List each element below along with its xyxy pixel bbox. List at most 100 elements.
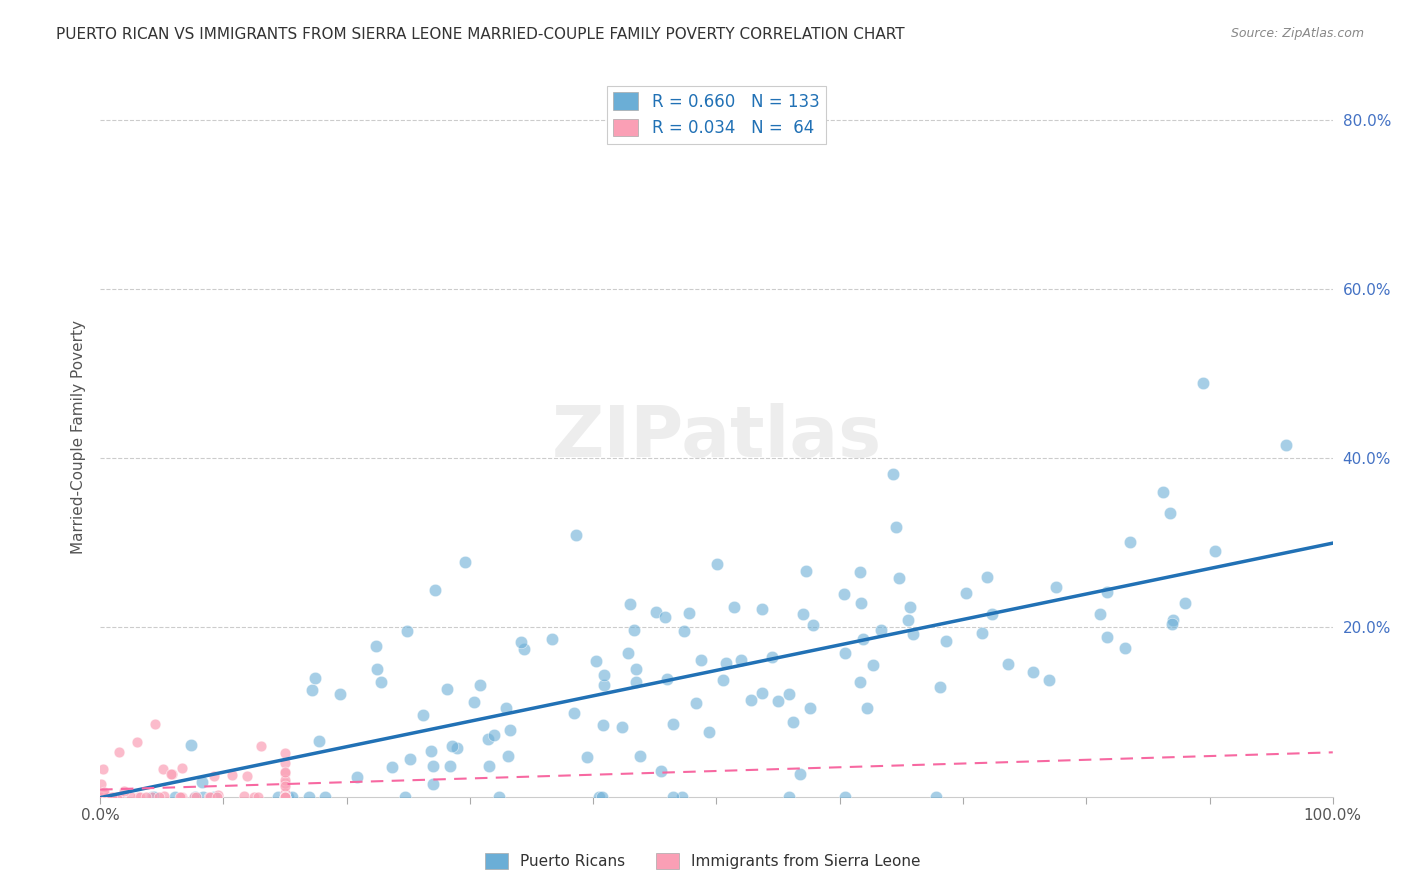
- Point: [235, 768, 257, 782]
- Point: [673, 624, 696, 639]
- Point: [619, 597, 641, 611]
- Point: [778, 789, 800, 804]
- Point: [751, 686, 773, 700]
- Point: [91, 789, 114, 804]
- Point: [495, 701, 517, 715]
- Point: [381, 760, 404, 774]
- Text: Source: ZipAtlas.com: Source: ZipAtlas.com: [1230, 27, 1364, 40]
- Point: [834, 789, 856, 804]
- Point: [478, 759, 501, 773]
- Point: [191, 774, 214, 789]
- Point: [207, 788, 229, 802]
- Point: [509, 635, 531, 649]
- Point: [799, 701, 821, 715]
- Point: [862, 658, 884, 673]
- Point: [851, 596, 873, 610]
- Point: [152, 789, 174, 803]
- Point: [654, 610, 676, 624]
- Point: [172, 761, 194, 775]
- Point: [706, 557, 728, 571]
- Point: [690, 653, 713, 667]
- Point: [160, 767, 183, 781]
- Point: [1045, 580, 1067, 594]
- Text: ZIPatlas: ZIPatlas: [551, 402, 882, 472]
- Point: [96, 789, 118, 804]
- Point: [107, 745, 129, 759]
- Point: [463, 695, 485, 709]
- Point: [274, 789, 297, 803]
- Point: [897, 614, 920, 628]
- Point: [160, 767, 183, 781]
- Point: [468, 678, 491, 692]
- Point: [89, 789, 111, 804]
- Point: [630, 749, 652, 764]
- Point: [997, 657, 1019, 671]
- Legend: Puerto Ricans, Immigrants from Sierra Leone: Puerto Ricans, Immigrants from Sierra Le…: [479, 847, 927, 875]
- Point: [202, 789, 225, 804]
- Point: [274, 756, 297, 770]
- Point: [711, 673, 734, 687]
- Point: [1114, 640, 1136, 655]
- Point: [180, 738, 202, 752]
- Point: [329, 687, 352, 701]
- Point: [482, 728, 505, 742]
- Point: [1038, 673, 1060, 688]
- Point: [792, 607, 814, 621]
- Point: [834, 646, 856, 660]
- Point: [901, 627, 924, 641]
- Point: [90, 789, 112, 804]
- Point: [399, 752, 422, 766]
- Point: [143, 717, 166, 731]
- Point: [955, 586, 977, 600]
- Point: [93, 789, 115, 803]
- Point: [274, 747, 297, 761]
- Point: [662, 717, 685, 731]
- Point: [184, 789, 207, 804]
- Point: [125, 735, 148, 749]
- Point: [585, 654, 607, 668]
- Point: [588, 789, 610, 804]
- Point: [314, 789, 336, 804]
- Point: [169, 789, 191, 804]
- Point: [446, 740, 468, 755]
- Point: [801, 618, 824, 632]
- Point: [148, 789, 170, 804]
- Point: [617, 646, 640, 660]
- Point: [488, 789, 510, 804]
- Point: [103, 789, 125, 804]
- Point: [439, 759, 461, 773]
- Point: [274, 789, 297, 804]
- Point: [135, 789, 157, 804]
- Point: [976, 569, 998, 583]
- Point: [928, 680, 950, 694]
- Point: [766, 694, 789, 708]
- Point: [202, 769, 225, 783]
- Point: [623, 624, 645, 638]
- Point: [90, 789, 112, 804]
- Point: [1095, 630, 1118, 644]
- Point: [592, 667, 614, 681]
- Text: PUERTO RICAN VS IMMIGRANTS FROM SIERRA LEONE MARRIED-COUPLE FAMILY POVERTY CORRE: PUERTO RICAN VS IMMIGRANTS FROM SIERRA L…: [56, 27, 905, 42]
- Point: [592, 718, 614, 732]
- Point: [425, 582, 447, 597]
- Point: [89, 789, 111, 804]
- Point: [849, 565, 872, 579]
- Point: [90, 789, 112, 804]
- Point: [170, 789, 193, 804]
- Point: [789, 767, 811, 781]
- Point: [422, 759, 444, 773]
- Point: [163, 789, 186, 804]
- Point: [882, 467, 904, 482]
- Point: [120, 789, 142, 804]
- Point: [662, 789, 685, 804]
- Point: [898, 600, 921, 615]
- Point: [198, 789, 221, 804]
- Point: [127, 789, 149, 804]
- Point: [420, 744, 443, 758]
- Point: [593, 678, 616, 692]
- Point: [89, 789, 111, 804]
- Point: [93, 785, 115, 799]
- Legend: R = 0.660   N = 133, R = 0.034   N =  64: R = 0.660 N = 133, R = 0.034 N = 64: [607, 86, 827, 144]
- Point: [454, 554, 477, 568]
- Point: [274, 779, 297, 793]
